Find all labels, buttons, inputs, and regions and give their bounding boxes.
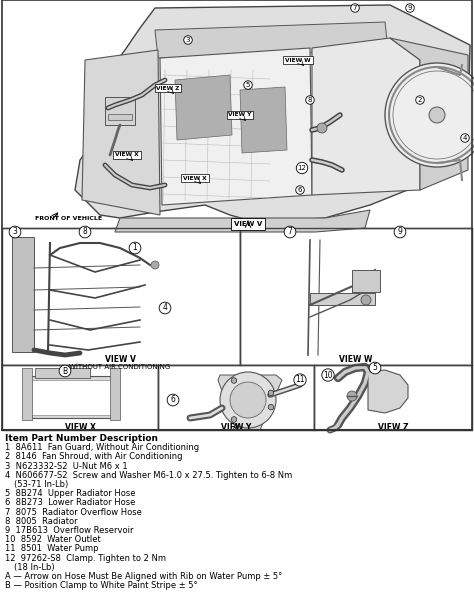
Circle shape <box>429 107 445 123</box>
Circle shape <box>268 390 273 396</box>
Text: 8  8005  Radiator: 8 8005 Radiator <box>5 517 78 526</box>
Text: 10: 10 <box>323 371 333 380</box>
Bar <box>22 368 32 420</box>
Text: 3: 3 <box>13 228 18 236</box>
Polygon shape <box>160 48 312 205</box>
Text: 10  8592  Water Outlet: 10 8592 Water Outlet <box>5 535 101 544</box>
Circle shape <box>220 372 276 428</box>
Text: 5: 5 <box>246 82 250 88</box>
Text: 3  N623332-S2  U-Nut M6 x 1: 3 N623332-S2 U-Nut M6 x 1 <box>5 462 128 470</box>
Text: A: A <box>232 424 238 432</box>
Text: 12  97262-S8  Clamp. Tighten to 2 Nm: 12 97262-S8 Clamp. Tighten to 2 Nm <box>5 554 166 563</box>
Text: 1: 1 <box>133 244 137 252</box>
Bar <box>28 376 116 418</box>
Text: VIEW X: VIEW X <box>64 422 95 431</box>
Text: (18 In-Lb): (18 In-Lb) <box>14 563 55 572</box>
Bar <box>310 293 375 305</box>
Text: WÍTHOUT AIR CONDITIONING: WÍTHOUT AIR CONDITIONING <box>69 364 171 370</box>
Text: VIEW V: VIEW V <box>105 355 136 365</box>
Polygon shape <box>75 5 470 222</box>
Text: 6: 6 <box>171 396 175 405</box>
Polygon shape <box>82 50 160 215</box>
Bar <box>12 237 34 352</box>
Circle shape <box>231 416 237 422</box>
Text: 5  8B274  Upper Radiator Hose: 5 8B274 Upper Radiator Hose <box>5 489 136 498</box>
Bar <box>2 365 158 430</box>
Bar <box>108 114 132 120</box>
Bar <box>314 365 472 430</box>
Text: 1  8A611  Fan Guard, Without Air Conditioning: 1 8A611 Fan Guard, Without Air Condition… <box>5 443 199 452</box>
Text: 7: 7 <box>353 5 357 11</box>
Text: 3: 3 <box>186 37 190 43</box>
Text: 7  8075  Radiator Overflow Hose: 7 8075 Radiator Overflow Hose <box>5 508 142 517</box>
Text: VIEW V: VIEW V <box>234 221 262 227</box>
Text: VIEW W: VIEW W <box>339 355 373 365</box>
Circle shape <box>268 405 273 410</box>
Text: 8: 8 <box>308 97 312 103</box>
Circle shape <box>231 378 237 383</box>
Text: VIEW W: VIEW W <box>285 58 311 62</box>
Polygon shape <box>175 75 232 140</box>
Text: 7: 7 <box>288 228 292 236</box>
Bar <box>30 380 114 415</box>
Text: 4: 4 <box>163 304 167 312</box>
Text: VIEW Z: VIEW Z <box>378 422 408 431</box>
Text: 6: 6 <box>298 187 302 193</box>
Bar <box>2 0 472 430</box>
Bar <box>158 365 314 430</box>
Text: Item Part Number Description: Item Part Number Description <box>5 434 158 443</box>
Bar <box>110 368 120 420</box>
Polygon shape <box>240 87 287 153</box>
Text: 6  8B273  Lower Radiator Hose: 6 8B273 Lower Radiator Hose <box>5 498 136 507</box>
Text: 5: 5 <box>373 364 377 372</box>
Text: 11  8501  Water Pump: 11 8501 Water Pump <box>5 544 99 554</box>
Polygon shape <box>155 22 388 58</box>
Circle shape <box>385 63 474 167</box>
Bar <box>105 97 135 125</box>
Text: 9: 9 <box>408 5 412 11</box>
Polygon shape <box>390 38 468 190</box>
Polygon shape <box>115 210 370 232</box>
Text: VIEW X: VIEW X <box>115 153 139 157</box>
Circle shape <box>151 261 159 269</box>
Text: 4: 4 <box>463 135 467 141</box>
Bar <box>2 228 240 365</box>
Circle shape <box>361 295 371 305</box>
Bar <box>352 270 380 292</box>
Text: 2: 2 <box>418 97 422 103</box>
Text: 8: 8 <box>82 228 87 236</box>
Polygon shape <box>312 38 420 195</box>
Text: (53-71 In-Lb): (53-71 In-Lb) <box>14 480 68 489</box>
Text: 12: 12 <box>298 165 306 171</box>
Text: VIEW Y: VIEW Y <box>228 112 252 118</box>
Bar <box>35 368 90 378</box>
Text: 9: 9 <box>398 228 402 236</box>
Text: VIEW Y: VIEW Y <box>221 422 251 431</box>
Circle shape <box>317 123 327 133</box>
Circle shape <box>230 382 266 418</box>
Text: 2  8146  Fan Shroud, with Air Conditioning: 2 8146 Fan Shroud, with Air Conditioning <box>5 453 182 462</box>
Bar <box>2 0 472 228</box>
Text: A — Arrow on Hose Must Be Aligned with Rib on Water Pump ± 5°: A — Arrow on Hose Must Be Aligned with R… <box>5 572 282 581</box>
Text: FRONT OF VEHICLE: FRONT OF VEHICLE <box>35 216 102 220</box>
Text: 4  N606677-S2  Screw and Washer M6-1.0 x 27.5. Tighten to 6-8 Nm: 4 N606677-S2 Screw and Washer M6-1.0 x 2… <box>5 471 292 480</box>
Polygon shape <box>368 370 408 413</box>
Text: 11: 11 <box>295 375 305 384</box>
Bar <box>240 228 472 365</box>
Circle shape <box>347 391 357 401</box>
Text: VIEW X: VIEW X <box>183 175 207 181</box>
Polygon shape <box>218 375 282 430</box>
Text: 9  17B613  Overflow Reservoir: 9 17B613 Overflow Reservoir <box>5 526 134 535</box>
Text: B: B <box>63 366 68 375</box>
Text: B — Position Clamp to White Paint Stripe ± 5°: B — Position Clamp to White Paint Stripe… <box>5 581 198 590</box>
Text: VIEW Z: VIEW Z <box>156 86 180 90</box>
